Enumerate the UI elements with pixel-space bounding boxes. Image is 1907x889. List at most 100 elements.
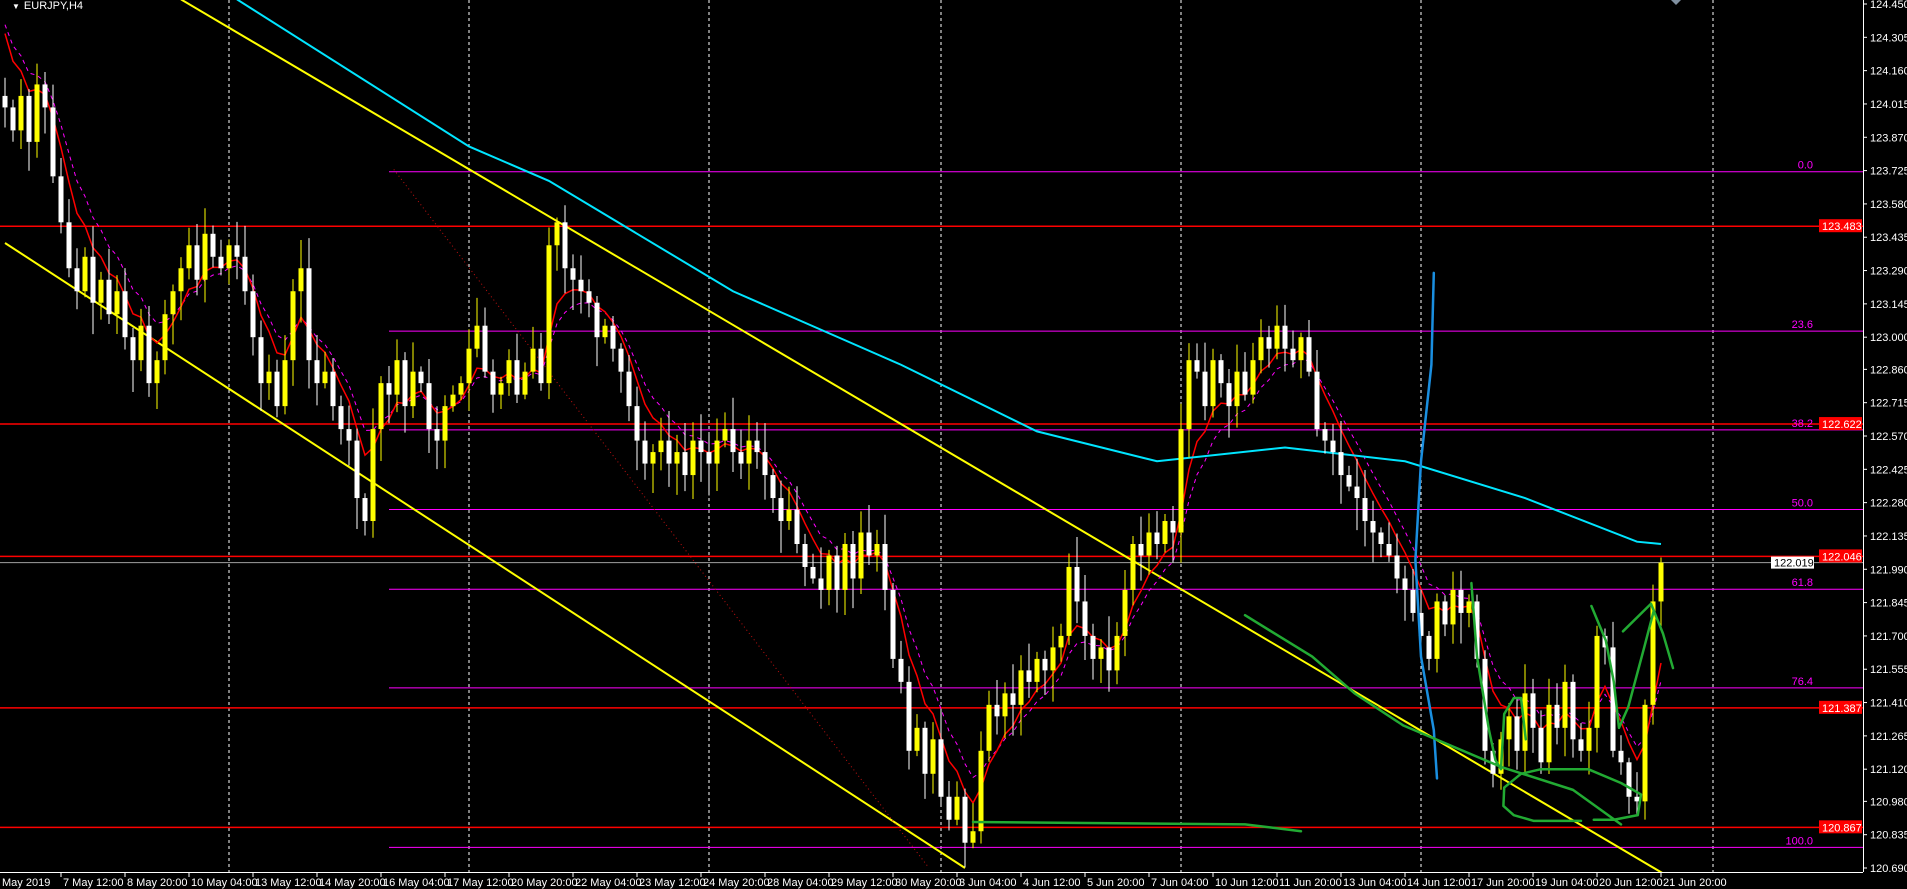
time-tick-label: 4 Jun 12:00 bbox=[1023, 877, 1081, 889]
candle-body bbox=[1050, 647, 1056, 671]
candle-body bbox=[218, 256, 224, 269]
green-freehand-line bbox=[1590, 604, 1656, 730]
candle-body bbox=[562, 222, 568, 269]
candle-body bbox=[1186, 360, 1192, 430]
candle-body bbox=[586, 291, 592, 303]
fib-level-label: 0.0 bbox=[1798, 160, 1813, 172]
candle-body bbox=[450, 394, 456, 407]
candle-body bbox=[346, 429, 352, 441]
candle-body bbox=[434, 429, 440, 441]
time-axis-background bbox=[0, 872, 1907, 889]
time-tick-label: 13 May 12:00 bbox=[255, 877, 322, 889]
candle-body bbox=[1530, 693, 1536, 728]
green-freehand-line bbox=[1470, 581, 1528, 771]
price-tick-label: 122.425 bbox=[1870, 464, 1907, 476]
candle-body bbox=[490, 371, 496, 395]
candle-body bbox=[298, 268, 304, 292]
time-tick-label: 22 May 04:00 bbox=[575, 877, 642, 889]
symbol-timeframe: EURJPY,H4 bbox=[23, 0, 84, 12]
candle-body bbox=[402, 360, 408, 407]
candle-body bbox=[426, 383, 432, 430]
candle-body bbox=[442, 406, 448, 441]
candle-body bbox=[1258, 337, 1264, 361]
candle-body bbox=[122, 291, 128, 338]
candle-body bbox=[178, 268, 184, 292]
price-tick-label: 120.835 bbox=[1870, 830, 1907, 842]
price-tick-label: 123.435 bbox=[1870, 232, 1907, 244]
candle-body bbox=[754, 440, 760, 453]
candle-body bbox=[1074, 566, 1080, 602]
blue-freehand-line bbox=[1414, 271, 1439, 780]
candle-body bbox=[666, 440, 672, 464]
candle-body bbox=[1002, 693, 1008, 717]
candle-body bbox=[1098, 647, 1104, 659]
candle-body bbox=[1586, 727, 1592, 751]
candle-body bbox=[1450, 589, 1456, 625]
trendlines[interactable] bbox=[4, 0, 1686, 888]
candle-body bbox=[338, 406, 344, 430]
price-tick-label: 120.690 bbox=[1870, 863, 1907, 875]
candle-body bbox=[594, 302, 600, 338]
candle-body bbox=[802, 544, 808, 567]
candle-body bbox=[1362, 498, 1368, 522]
candle-body bbox=[634, 406, 640, 441]
candle-body bbox=[1394, 555, 1400, 579]
price-level-value: 122.622 bbox=[1822, 419, 1862, 431]
time-tick-label: 7 Jun 04:00 bbox=[1151, 877, 1209, 889]
price-tick-label: 121.120 bbox=[1870, 764, 1907, 776]
candle-body bbox=[1234, 371, 1240, 407]
candle-body bbox=[1058, 635, 1064, 648]
candle-body bbox=[906, 681, 912, 751]
candle-body bbox=[1122, 589, 1128, 636]
triangle-down-icon[interactable]: ▼ bbox=[12, 2, 20, 11]
candle-body bbox=[554, 222, 560, 246]
candle-body bbox=[58, 176, 64, 223]
candle-body bbox=[1330, 440, 1336, 453]
bid-price-value: 122.019 bbox=[1774, 558, 1814, 570]
bid-price-tag bbox=[1771, 556, 1814, 569]
candle-body bbox=[1618, 750, 1624, 763]
dotted-trendline bbox=[393, 169, 930, 869]
candle-body bbox=[1410, 589, 1416, 613]
candle-body bbox=[74, 268, 80, 292]
candle-body bbox=[1386, 544, 1392, 556]
candle-body bbox=[578, 279, 584, 292]
price-tags: 123.483 122.622 122.046 121.387 120.867 122.0… bbox=[1671, 0, 1862, 834]
moving-averages bbox=[4, 0, 1662, 805]
price-tick-label: 120.980 bbox=[1870, 796, 1907, 808]
candle-body bbox=[706, 452, 712, 464]
candle-body bbox=[1010, 693, 1016, 705]
candle-body bbox=[1578, 739, 1584, 751]
candle-body bbox=[1250, 360, 1256, 395]
candle-body bbox=[858, 532, 864, 579]
candle-body bbox=[1026, 670, 1032, 682]
candle-body bbox=[98, 279, 104, 303]
ma-slow-line bbox=[236, 0, 1662, 545]
price-tick-label: 122.135 bbox=[1870, 531, 1907, 543]
fib-level-label: 50.0 bbox=[1792, 498, 1813, 510]
candle-body bbox=[1466, 601, 1472, 613]
candle-body bbox=[1314, 371, 1320, 430]
time-tick-label: 7 May 12:00 bbox=[63, 877, 124, 889]
candle-body bbox=[922, 727, 928, 774]
price-tick-label: 121.555 bbox=[1870, 664, 1907, 676]
fibonacci-retracement[interactable]: 0.0 23.6 38.2 50.0 61.8 76.4 100.0 bbox=[389, 160, 1863, 848]
price-level-tag bbox=[1819, 700, 1862, 714]
candle-body bbox=[1194, 360, 1200, 372]
candle-body bbox=[26, 95, 32, 142]
candle-body bbox=[330, 371, 336, 407]
candle-body bbox=[1610, 647, 1616, 751]
candle-body bbox=[1226, 383, 1232, 407]
price-tick-label: 124.160 bbox=[1870, 66, 1907, 78]
candle-body bbox=[362, 498, 368, 522]
candle-body bbox=[978, 750, 984, 832]
candle-body bbox=[506, 360, 512, 384]
time-tick-label: 10 Jun 12:00 bbox=[1215, 877, 1279, 889]
candle-body bbox=[834, 555, 840, 590]
price-level-tag bbox=[1819, 549, 1862, 563]
candle-body bbox=[762, 452, 768, 476]
fib-level-label: 38.2 bbox=[1792, 418, 1813, 430]
candle-body bbox=[1634, 796, 1640, 802]
